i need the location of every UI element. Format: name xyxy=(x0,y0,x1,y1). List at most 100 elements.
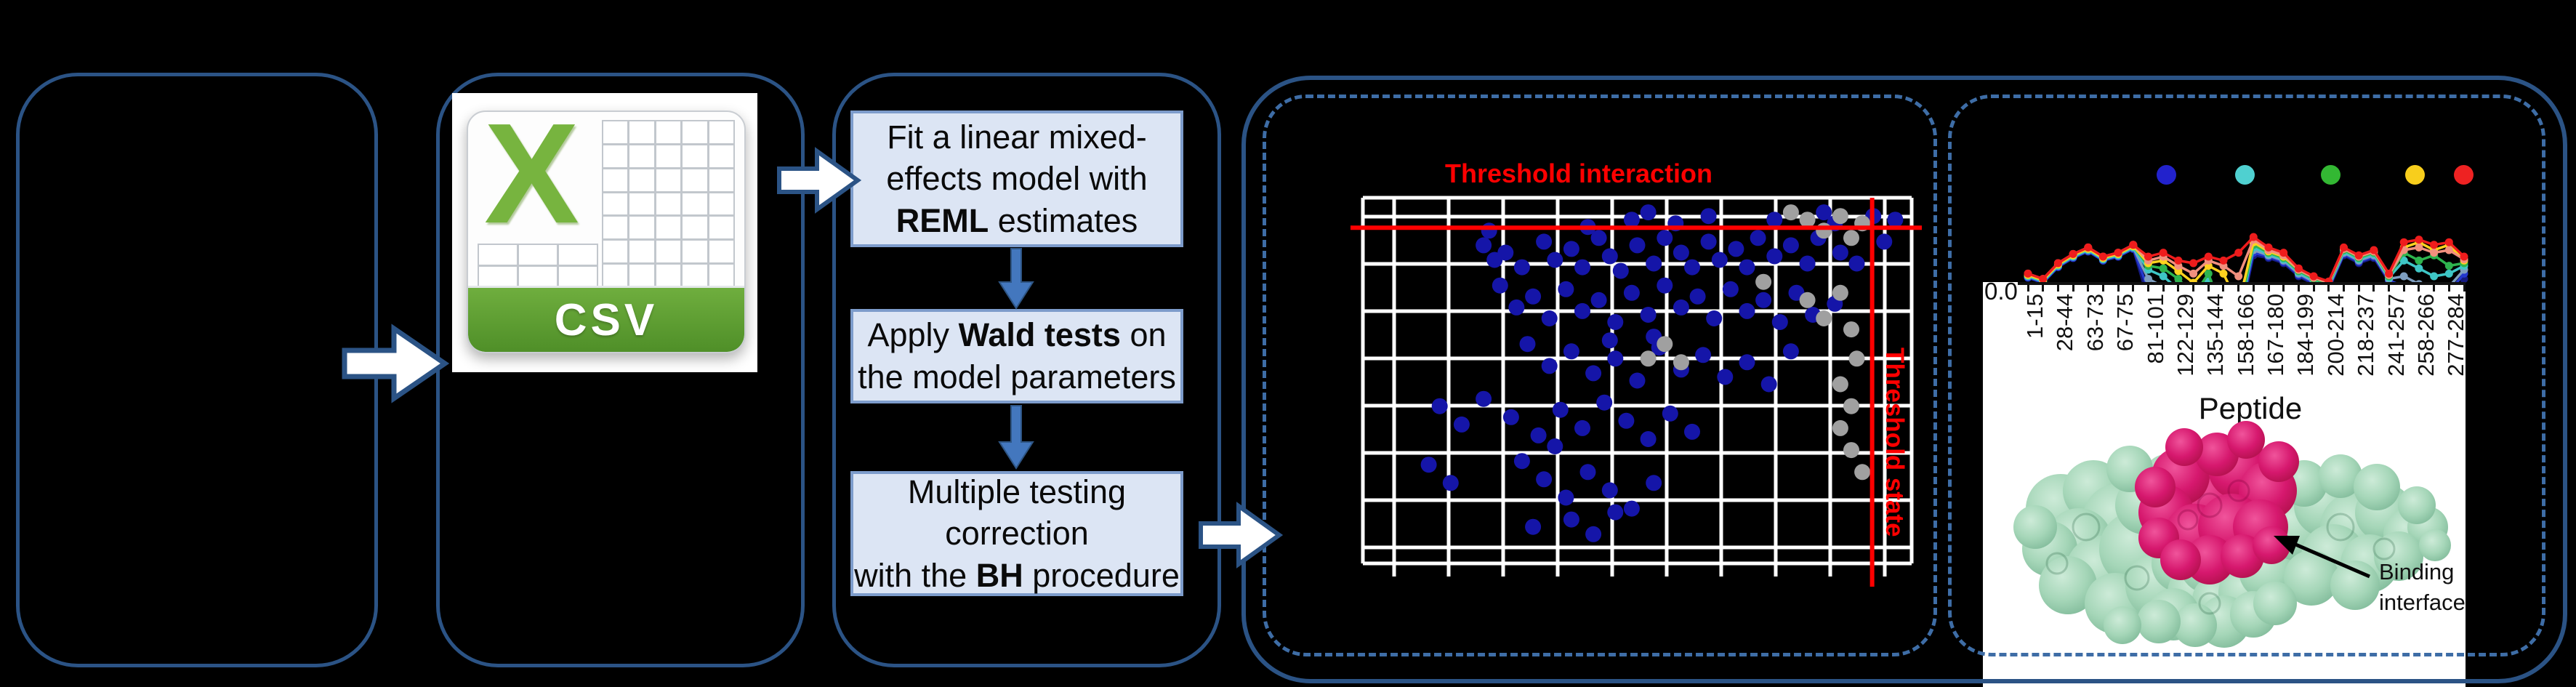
scatter-point-significant-blue xyxy=(1629,372,1646,389)
scatter-point-significant-blue xyxy=(1530,427,1547,443)
series-point-red xyxy=(2189,259,2198,268)
scatter-point-significant-blue xyxy=(1766,212,1783,228)
scatter-point-significant-blue xyxy=(1623,212,1640,228)
series-point-cyan xyxy=(2415,264,2423,273)
scatter-point-significant-blue xyxy=(1607,504,1624,521)
peptide-magenta-texture xyxy=(2177,479,2250,531)
scatter-plot xyxy=(1351,196,1922,587)
x-axis-tick xyxy=(2162,282,2165,292)
scatter-point-nonsignificant-gray xyxy=(1843,321,1859,338)
scatter-point-significant-blue xyxy=(1706,310,1723,326)
scatter-point-significant-blue xyxy=(1771,314,1788,330)
series-point-red xyxy=(2415,236,2423,244)
x-axis-tick xyxy=(2463,282,2466,292)
x-axis-tick xyxy=(2372,282,2375,292)
x-axis-tick xyxy=(2026,282,2029,292)
spreadsheet-grid-right xyxy=(602,120,735,288)
scatter-point-significant-blue xyxy=(1552,401,1569,418)
x-axis-tick xyxy=(2056,282,2059,292)
scatter-point-significant-blue xyxy=(1453,416,1470,433)
scatter-dashed-box xyxy=(1263,95,1937,656)
scatter-point-significant-blue xyxy=(1541,310,1558,326)
threshold-interaction-label: Threshold interaction xyxy=(1445,158,1713,188)
scatter-point-significant-blue xyxy=(1574,259,1590,276)
series-point-red xyxy=(2444,238,2453,246)
scatter-point-significant-blue xyxy=(1760,376,1777,393)
series-point-red xyxy=(2159,249,2168,257)
series-point-red xyxy=(2204,252,2213,261)
x-axis-title: Peptide xyxy=(2198,391,2303,425)
series-point-red xyxy=(2249,233,2258,241)
x-axis-tick xyxy=(2418,282,2420,292)
scatter-point-significant-blue xyxy=(1700,208,1717,225)
scatter-point-significant-blue xyxy=(1585,365,1602,382)
scatter-point-significant-blue xyxy=(1700,233,1717,250)
series-point-red xyxy=(2114,249,2122,257)
scatter-point-nonsignificant-gray xyxy=(1832,208,1848,225)
x-axis-tick xyxy=(2402,282,2405,292)
series-point-cyan xyxy=(2399,256,2408,265)
scatter-point-nonsignificant-gray xyxy=(1843,398,1859,414)
scatter-point-significant-blue xyxy=(1657,277,1673,294)
series-point-salmon xyxy=(2415,243,2423,252)
scatter-point-significant-blue xyxy=(1876,233,1893,250)
scatter-point-significant-blue xyxy=(1618,412,1635,429)
scatter-point-significant-blue xyxy=(1684,259,1700,276)
series-point-red xyxy=(2279,249,2288,257)
x-axis-tick xyxy=(2297,282,2300,292)
scatter-point-significant-blue xyxy=(1536,471,1553,488)
scatter-point-significant-blue xyxy=(1646,475,1662,491)
x-axis-tick xyxy=(2117,282,2120,292)
scatter-point-nonsignificant-gray xyxy=(1854,464,1871,481)
scatter-point-significant-blue xyxy=(1585,526,1602,542)
threshold-state-label: Threshold state xyxy=(1880,347,1909,537)
series-point-cyan xyxy=(2430,272,2439,281)
scatter-point-significant-blue xyxy=(1887,212,1904,228)
scatter-point-significant-blue xyxy=(1782,237,1799,254)
scatter-point-significant-blue xyxy=(1607,314,1624,330)
down-arrow-1-icon xyxy=(998,248,1034,310)
scatter-point-significant-blue xyxy=(1689,288,1706,305)
x-axis-tick xyxy=(2177,282,2180,292)
scatter-point-nonsignificant-gray xyxy=(1782,204,1799,221)
x-axis-tick xyxy=(2267,282,2270,292)
x-axis-tick xyxy=(2072,282,2074,292)
x-axis-tick xyxy=(2192,282,2195,292)
x-axis-tick xyxy=(2312,282,2315,292)
scatter-point-significant-blue xyxy=(1590,292,1607,308)
scatter-point-significant-blue xyxy=(1547,438,1563,454)
csv-band: CSV xyxy=(468,286,744,352)
series-point-red xyxy=(2039,275,2048,284)
x-axis-tick xyxy=(2282,282,2285,292)
scatter-point-significant-blue xyxy=(1601,482,1618,499)
scatter-point-nonsignificant-gray xyxy=(1755,273,1772,290)
x-axis-tick xyxy=(2132,282,2135,292)
excel-x-glyph: X xyxy=(484,111,579,253)
scatter-point-significant-blue xyxy=(1596,394,1613,411)
flow-arrow-2-icon xyxy=(777,147,862,214)
scatter-point-significant-blue xyxy=(1492,277,1508,294)
series-point-red xyxy=(2385,269,2394,278)
csv-label: CSV xyxy=(554,294,659,345)
panel-pipeline-box xyxy=(832,73,1221,667)
spreadsheet-grid-left xyxy=(478,244,598,288)
series-point-red xyxy=(2370,246,2378,254)
scatter-point-significant-blue xyxy=(1657,230,1673,246)
flow-arrow-1-icon xyxy=(342,324,450,403)
x-axis-tick xyxy=(2207,282,2210,292)
x-axis-tick xyxy=(2147,282,2150,292)
scatter-point-significant-blue xyxy=(1722,281,1739,297)
scatter-point-nonsignificant-gray xyxy=(1832,284,1848,301)
scatter-point-significant-blue xyxy=(1519,336,1536,353)
scatter-point-nonsignificant-gray xyxy=(1832,376,1848,393)
pipeline-step-3: Multiple testing correction with the BH pr… xyxy=(850,471,1183,596)
scatter-point-significant-blue xyxy=(1579,464,1596,481)
binding-interface-arrow-icon xyxy=(2274,536,2370,579)
scatter-point-significant-blue xyxy=(1739,302,1755,319)
scatter-point-significant-blue xyxy=(1640,431,1657,447)
scatter-point-significant-blue xyxy=(1541,358,1558,374)
scatter-point-significant-blue xyxy=(1525,518,1542,535)
legend-dot-icon xyxy=(2157,165,2176,185)
peptide-axis-panel: 1-15 28-44 63-73 67-75 81-101 122-129 135-144 1… xyxy=(1983,282,2466,687)
